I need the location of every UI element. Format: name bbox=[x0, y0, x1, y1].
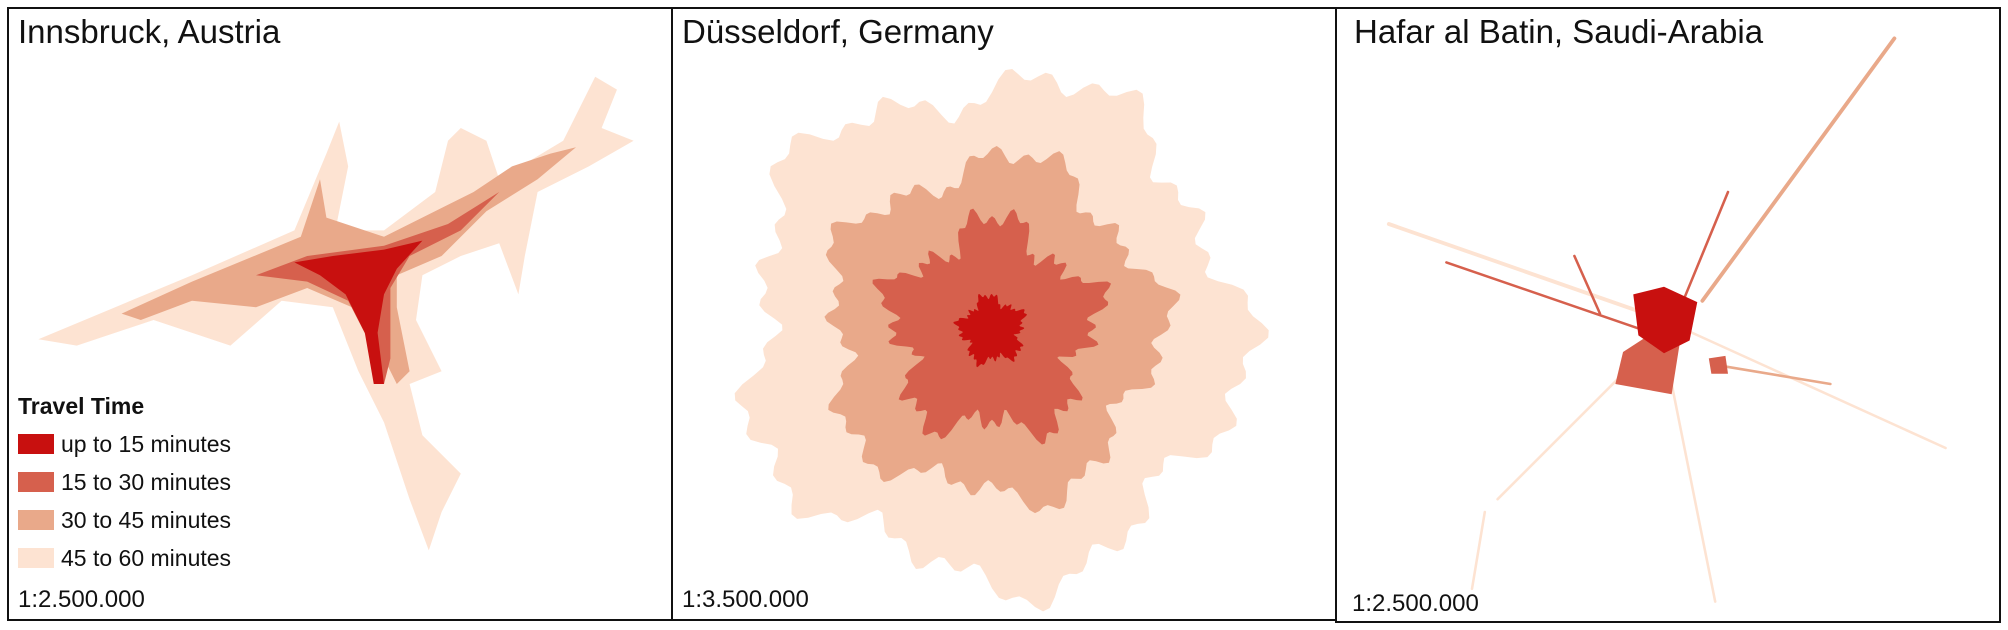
legend-swatch bbox=[18, 434, 54, 454]
road bbox=[1386, 222, 1666, 322]
map-scale: 1:2.500.000 bbox=[18, 586, 145, 613]
road bbox=[1700, 36, 1897, 303]
panel-title: Düsseldorf, Germany bbox=[682, 13, 994, 50]
legend-label: 30 to 45 minutes bbox=[61, 507, 231, 533]
road bbox=[1662, 318, 1947, 450]
road bbox=[1445, 261, 1653, 335]
isochrone-0-15 bbox=[1633, 286, 1698, 354]
legend-swatch bbox=[18, 548, 54, 568]
isochrones bbox=[38, 36, 1947, 612]
legend-title: Travel Time bbox=[18, 393, 144, 419]
legend-label: up to 15 minutes bbox=[61, 431, 231, 457]
isochrone-0-15 bbox=[294, 240, 423, 384]
road bbox=[1470, 510, 1487, 591]
road bbox=[1713, 363, 1832, 386]
map-scale: 1:2.500.000 bbox=[1352, 590, 1479, 617]
legend-label: 15 to 30 minutes bbox=[61, 469, 231, 495]
hafar-roads bbox=[1386, 36, 1947, 603]
isochrone bbox=[953, 294, 1027, 368]
road bbox=[1681, 190, 1730, 303]
panel-title: Hafar al Batin, Saudi-Arabia bbox=[1354, 13, 1764, 50]
isochrone-15-30 bbox=[1708, 355, 1728, 374]
map-scale: 1:3.500.000 bbox=[682, 586, 809, 613]
legend-label: 45 to 60 minutes bbox=[61, 545, 231, 571]
panel-frame bbox=[1335, 7, 2001, 623]
legend-swatch bbox=[18, 510, 54, 530]
road bbox=[1573, 254, 1602, 315]
legend-swatch bbox=[18, 472, 54, 492]
dusseldorf-isochrones bbox=[734, 68, 1269, 612]
panel-title: Innsbruck, Austria bbox=[18, 13, 281, 50]
